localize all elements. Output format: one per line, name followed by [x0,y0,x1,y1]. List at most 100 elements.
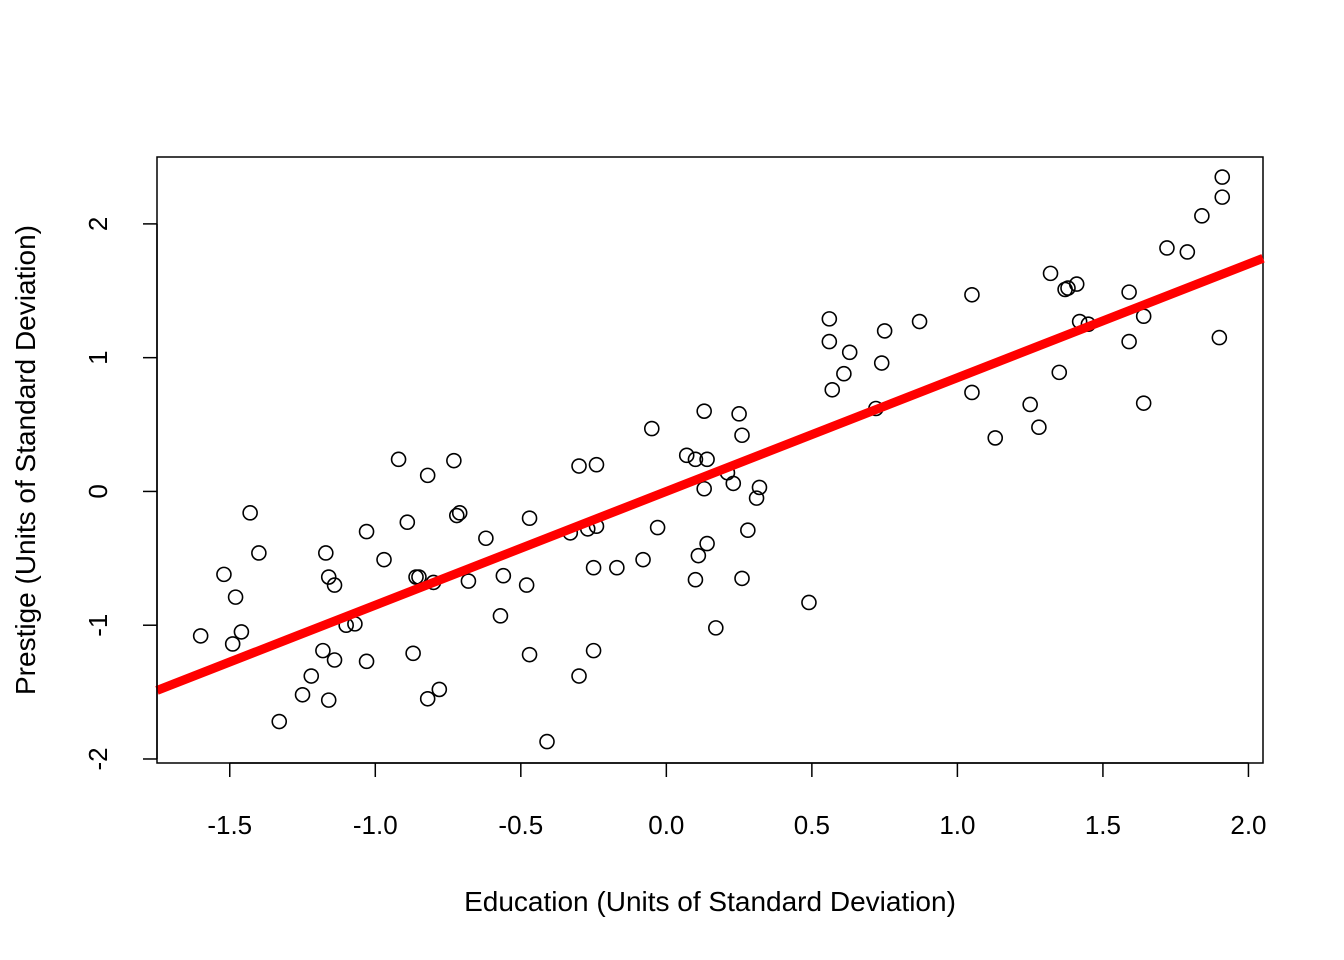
data-point [585,559,602,576]
data-point [690,547,707,564]
data-point [876,323,893,339]
data-point [478,530,494,547]
data-point [315,642,331,659]
data-point [649,519,666,536]
x-tick-label: 0.5 [794,810,830,840]
data-point [216,566,232,583]
data-point [964,384,980,401]
data-point [687,451,704,468]
data-point [320,569,337,585]
data-point [801,594,817,611]
data-point [521,510,538,526]
data-point [725,475,742,492]
y-axis-title: Prestige (Units of Standard Deviation) [10,225,41,695]
y-axis: -2 -1 0 1 2 [83,217,158,771]
data-point [521,646,538,663]
data-point [841,344,858,361]
data-point [431,681,448,698]
data-point [1031,419,1047,436]
y-tick-label: 1 [83,350,113,364]
data-point [318,545,334,561]
data-point [419,690,436,707]
data-point [1211,329,1228,346]
data-point [358,653,375,670]
data-point [224,636,241,652]
data-point [1179,244,1196,260]
data-point [405,645,421,662]
data-point [734,427,750,444]
data-point [824,381,841,398]
data-point [731,406,747,422]
data-point [571,458,587,474]
data-point [251,545,267,561]
data-points [192,169,1231,750]
data-point [1159,240,1175,256]
data-point [635,551,651,568]
y-tick-label: 2 [83,217,113,231]
data-point [1042,265,1059,282]
data-point [303,668,320,684]
x-tick-label: -1.5 [207,810,252,840]
plot-frame [156,156,1264,764]
data-point [699,451,715,468]
x-tick-label: 1.5 [1085,810,1121,840]
data-point [358,523,375,540]
data-point [836,365,852,382]
data-point [1121,284,1137,300]
x-axis-title: Education (Units of Standard Deviation) [464,886,956,917]
data-point [678,447,695,464]
data-point [696,403,712,419]
x-axis: -1.5 -1.0 -0.5 0.0 0.5 1.0 1.5 2.0 [207,762,1267,840]
data-point [446,452,462,469]
x-tick-label: 0.0 [648,810,684,840]
y-tick-label: -2 [83,747,113,770]
regression-line [155,254,1265,695]
data-point [326,652,343,668]
y-tick-label: 0 [83,484,113,498]
data-point [271,713,288,730]
data-point [233,624,250,640]
y-tick-label: -1 [83,614,113,637]
data-point [873,355,890,371]
data-point [492,608,509,624]
data-point [571,668,587,684]
data-point [408,569,424,585]
data-point [376,551,392,568]
x-tick-label: 1.0 [939,810,975,840]
data-point [964,286,980,303]
data-point [294,686,311,703]
data-point [242,505,258,521]
data-point [585,642,602,659]
data-point [821,333,838,350]
data-point [748,490,765,506]
data-point [399,514,416,531]
data-point [588,456,605,473]
x-tick-label: -1.0 [353,810,398,840]
data-point [609,559,625,576]
x-tick-label: -0.5 [498,810,543,840]
data-point [390,451,407,468]
data-point [448,507,465,524]
data-point [320,692,337,708]
data-point [696,480,712,497]
data-point [1022,396,1038,413]
data-point [821,311,838,327]
data-point [1194,208,1210,224]
data-point [1121,333,1137,350]
data-point [495,567,512,584]
data-point [643,420,660,437]
data-point [734,570,750,587]
data-point [227,589,244,605]
data-point [687,571,704,588]
data-point [1060,280,1076,296]
data-point [699,535,715,552]
data-point [1068,276,1085,292]
data-point [518,577,535,593]
data-point [419,467,436,484]
data-point [539,733,555,750]
data-point [1051,364,1068,381]
data-point [326,577,343,593]
data-point [740,522,756,539]
data-point [451,505,468,521]
